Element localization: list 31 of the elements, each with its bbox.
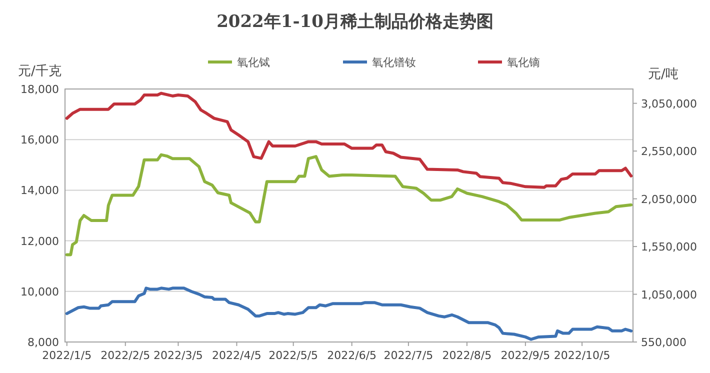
y-tick-label: 10,000 (20, 285, 59, 298)
y-tick-label: 18,000 (20, 83, 59, 96)
legend-label: 氧化镝 (507, 56, 540, 69)
line-series (65, 153, 633, 256)
line-series (65, 92, 633, 189)
y2-tick-label: 1,550,000 (641, 240, 697, 254)
x-tick-label: 2022/8/5 (442, 349, 492, 362)
legend-label: 氧化镨钕 (372, 56, 416, 69)
x-tick-label: 2022/7/5 (384, 349, 434, 362)
y-axis-title: 元/千克 (18, 64, 62, 79)
x-tick-label: 2022/9/5 (500, 349, 550, 362)
line-series (65, 286, 633, 341)
y2-tick-label: 550,000 (641, 336, 686, 349)
x-tick-label: 2022/5/5 (268, 349, 318, 362)
y2-tick-label: 1,050,000 (641, 288, 697, 302)
x-tick-label: 2022/3/5 (154, 349, 203, 362)
x-tick-label: 2022/2/5 (100, 349, 150, 362)
y2-tick-label: 2,050,000 (641, 192, 697, 206)
y-tick-label: 16,000 (20, 134, 59, 147)
y2-tick-label: 2,550,000 (641, 145, 697, 158)
y2-tick-label: 3,050,000 (641, 97, 697, 110)
legend-label: 氧化铽 (237, 56, 270, 69)
x-tick-label: 2022/10/5 (554, 349, 610, 362)
x-tick-label: 2022/6/5 (327, 349, 377, 362)
y-tick-label: 14,000 (20, 184, 59, 198)
chart-title: 2022年1-10月稀土制品价格走势图 (216, 12, 494, 32)
x-tick-label: 2022/1/5 (42, 349, 92, 362)
y-tick-label: 12,000 (20, 234, 59, 248)
y-tick-label: 8,000 (28, 336, 59, 349)
x-tick-label: 2022/4/5 (212, 349, 262, 362)
y2-axis-title: 元/吨 (648, 67, 678, 82)
